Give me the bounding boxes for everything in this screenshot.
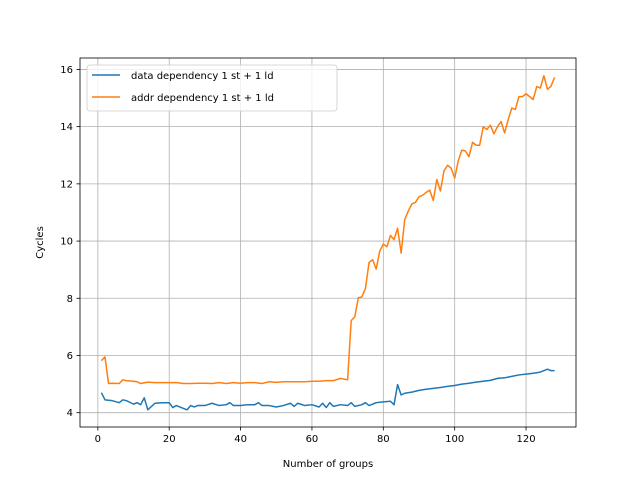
x-tick-label: 40 (234, 434, 247, 445)
legend-label-2: addr dependency 1 st + 1 ld (131, 93, 274, 104)
legend-box (86, 64, 338, 112)
x-axis-label: Number of groups (283, 459, 373, 470)
x-tick-label: 0 (95, 434, 101, 445)
y-tick-label: 8 (67, 294, 73, 305)
series-line-1 (100, 368, 555, 411)
y-axis-label: Cycles (35, 226, 46, 259)
y-tick-label: 6 (67, 351, 73, 362)
axis-ticks: 0 20 40 60 80 100 120 4 6 8 10 12 14 16 (60, 65, 535, 445)
y-tick-label: 4 (67, 408, 73, 419)
x-tick-label: 100 (445, 434, 464, 445)
legend: data dependency 1 st + 1 ld addr dependen… (86, 64, 338, 112)
x-tick-label: 80 (377, 434, 390, 445)
axes-frame (79, 57, 577, 428)
y-tick-label: 10 (60, 237, 73, 248)
x-tick-label: 120 (516, 434, 535, 445)
x-tick-label: 20 (163, 434, 176, 445)
y-tick-label: 12 (60, 179, 73, 190)
y-tick-label: 16 (60, 65, 73, 76)
series-line-2 (100, 74, 556, 385)
x-tick-label: 60 (306, 434, 319, 445)
plot-lines (100, 74, 556, 411)
y-tick-label: 14 (60, 122, 73, 133)
legend-label-1: data dependency 1 st + 1 ld (131, 71, 274, 82)
